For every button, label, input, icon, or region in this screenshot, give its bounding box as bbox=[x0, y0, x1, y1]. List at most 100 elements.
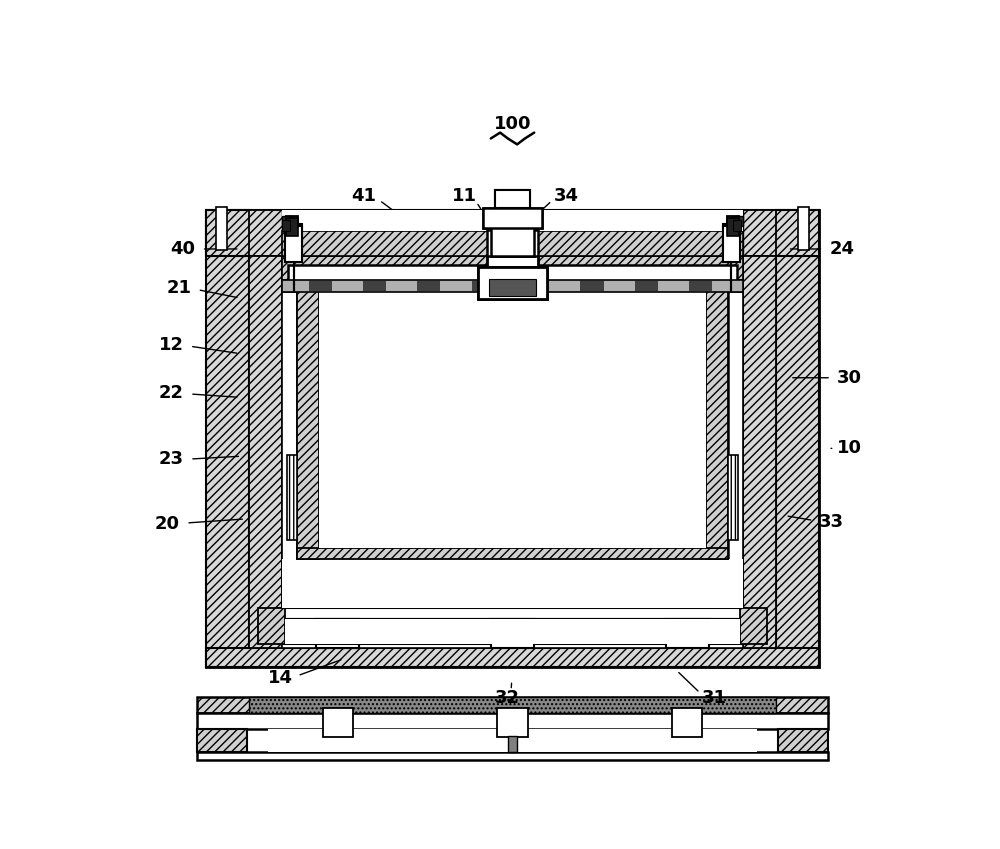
Bar bbox=[706, 278, 728, 559]
Text: 100: 100 bbox=[494, 115, 531, 133]
Text: 33: 33 bbox=[819, 513, 844, 531]
Bar bbox=[278, 608, 747, 620]
Bar bbox=[316, 644, 359, 648]
Bar bbox=[282, 231, 743, 256]
Bar bbox=[491, 222, 534, 256]
Bar bbox=[728, 455, 738, 540]
Bar bbox=[778, 729, 828, 752]
Bar bbox=[282, 256, 743, 648]
Bar bbox=[197, 752, 828, 760]
Bar bbox=[526, 283, 551, 290]
Bar bbox=[282, 559, 743, 608]
Text: 22: 22 bbox=[159, 385, 184, 402]
Text: 34: 34 bbox=[554, 187, 579, 205]
Text: 10: 10 bbox=[837, 439, 862, 458]
Bar bbox=[282, 216, 291, 226]
Bar bbox=[309, 283, 333, 290]
Bar bbox=[733, 220, 741, 231]
Bar bbox=[487, 230, 538, 256]
Bar bbox=[282, 211, 743, 231]
Bar bbox=[489, 278, 536, 296]
Bar bbox=[323, 708, 353, 737]
Bar bbox=[309, 281, 332, 291]
Bar bbox=[268, 729, 757, 752]
Bar bbox=[287, 455, 297, 540]
Bar bbox=[635, 281, 658, 291]
Bar bbox=[723, 226, 740, 262]
Bar bbox=[489, 278, 536, 296]
Bar bbox=[216, 207, 227, 250]
Text: 14: 14 bbox=[268, 670, 292, 688]
Text: 24: 24 bbox=[829, 240, 854, 258]
Bar bbox=[282, 256, 743, 280]
Bar bbox=[740, 608, 767, 644]
Bar bbox=[491, 222, 534, 256]
Bar bbox=[723, 224, 740, 262]
Bar bbox=[580, 283, 605, 290]
Bar bbox=[282, 220, 290, 231]
Text: 30: 30 bbox=[837, 368, 862, 387]
Text: 11: 11 bbox=[452, 187, 477, 205]
Bar bbox=[249, 697, 776, 713]
Bar bbox=[285, 226, 302, 262]
Bar bbox=[197, 697, 828, 713]
Bar bbox=[776, 210, 819, 667]
Bar bbox=[672, 708, 702, 737]
Bar bbox=[316, 620, 359, 648]
Bar bbox=[286, 217, 298, 236]
Text: 41: 41 bbox=[351, 187, 376, 205]
Bar bbox=[297, 548, 728, 559]
Bar bbox=[278, 620, 747, 644]
Bar bbox=[727, 216, 739, 233]
Bar bbox=[478, 267, 547, 299]
Bar bbox=[483, 208, 542, 228]
Bar bbox=[743, 256, 776, 648]
Bar bbox=[206, 210, 819, 256]
Text: 21: 21 bbox=[167, 279, 192, 297]
Bar bbox=[798, 207, 809, 250]
Bar bbox=[483, 208, 542, 228]
Bar bbox=[508, 736, 517, 752]
Bar bbox=[249, 256, 282, 648]
Bar bbox=[206, 648, 819, 667]
Bar bbox=[197, 713, 828, 729]
Bar bbox=[417, 281, 440, 291]
Bar bbox=[689, 283, 714, 290]
Text: 40: 40 bbox=[171, 240, 196, 258]
Bar bbox=[689, 281, 712, 291]
Bar bbox=[206, 210, 819, 667]
Bar bbox=[727, 217, 739, 236]
Bar bbox=[288, 265, 737, 285]
Bar bbox=[635, 283, 659, 290]
Bar bbox=[478, 267, 547, 299]
Bar bbox=[491, 620, 534, 648]
Bar bbox=[286, 216, 298, 233]
Bar bbox=[285, 224, 302, 262]
Text: 31: 31 bbox=[702, 689, 726, 707]
Bar bbox=[258, 608, 285, 644]
Bar bbox=[666, 620, 709, 648]
Bar bbox=[472, 283, 496, 290]
Bar bbox=[495, 190, 530, 208]
Bar bbox=[526, 281, 549, 291]
Bar bbox=[282, 280, 743, 292]
Bar bbox=[487, 210, 538, 292]
Text: 20: 20 bbox=[155, 514, 180, 532]
Bar bbox=[734, 216, 743, 226]
Bar bbox=[580, 281, 604, 291]
Bar bbox=[197, 729, 247, 752]
Bar bbox=[282, 210, 743, 256]
Bar bbox=[497, 708, 528, 737]
Text: 32: 32 bbox=[495, 689, 520, 707]
Bar bbox=[285, 620, 740, 644]
Bar bbox=[282, 210, 743, 256]
Bar bbox=[495, 190, 530, 208]
Bar bbox=[319, 285, 706, 548]
Text: 12: 12 bbox=[159, 336, 184, 354]
Bar bbox=[363, 281, 386, 291]
Text: 23: 23 bbox=[159, 451, 184, 469]
Bar bbox=[363, 283, 388, 290]
Bar bbox=[297, 278, 319, 559]
Bar bbox=[249, 210, 776, 256]
Bar bbox=[297, 272, 728, 559]
